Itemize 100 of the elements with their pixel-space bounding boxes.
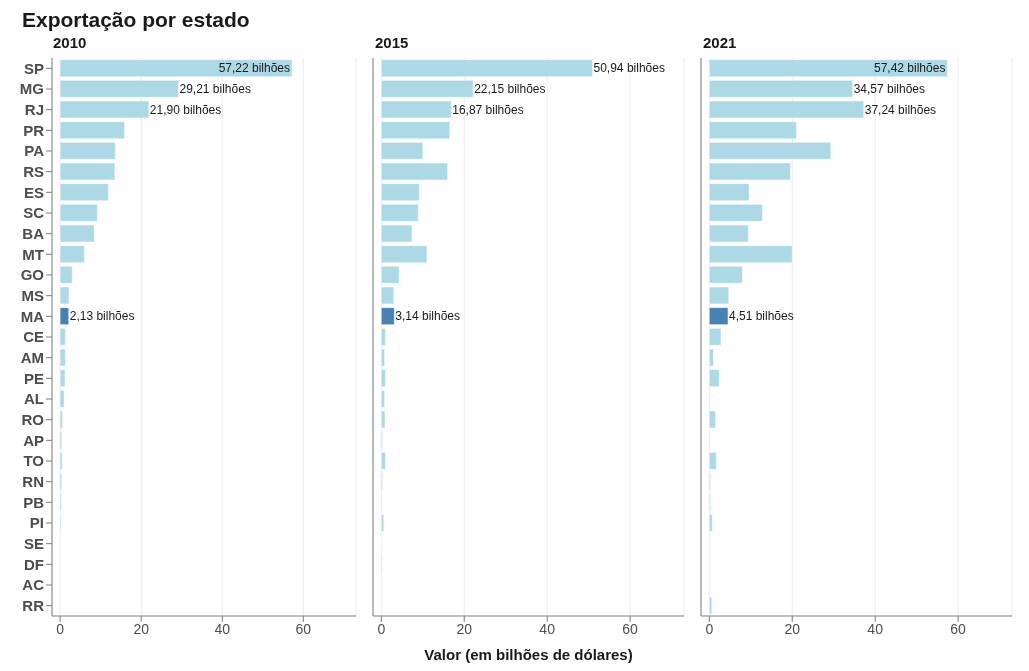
bar [59, 162, 116, 181]
bar [709, 307, 729, 325]
chart-subtitle: 2010 [52, 34, 88, 52]
bar [381, 121, 450, 139]
bar [381, 452, 386, 470]
y-tick-label: ES [23, 183, 44, 201]
bar [381, 348, 385, 367]
bar [381, 328, 386, 346]
y-tick-label: PE [23, 369, 44, 387]
bar [709, 59, 948, 77]
bar [709, 410, 716, 429]
x-tick-label: 40 [867, 620, 884, 637]
bar [709, 328, 722, 346]
y-tick-label: MS [21, 286, 44, 304]
bar [709, 162, 791, 181]
y-tick-label: AL [24, 390, 44, 408]
bar [59, 266, 73, 284]
chart-title: 2015 [374, 34, 410, 52]
y-tick-label: MG [19, 80, 44, 98]
x-tick-label: 0 [56, 620, 65, 637]
x-tick-label: 20 [133, 620, 150, 637]
bar [381, 224, 413, 243]
y-tick-label: PI [29, 514, 44, 532]
bar [59, 328, 66, 346]
bar [709, 514, 713, 532]
bar [59, 121, 125, 139]
y-tick-label: MA [20, 307, 45, 325]
bar [381, 80, 474, 98]
y-tick-label: PR [23, 121, 45, 139]
y-tick-label: GO [20, 266, 45, 284]
bar [709, 183, 750, 201]
bar [709, 369, 720, 387]
bar [59, 183, 109, 201]
y-tick-label: TO [23, 452, 45, 470]
data-label: 34,57 bilhões [853, 82, 926, 97]
bar [59, 307, 69, 325]
bar [381, 100, 452, 119]
bar [709, 204, 763, 222]
bar [59, 245, 85, 263]
bar [709, 266, 743, 284]
data-label: 57,42 bilhões [874, 61, 946, 76]
bar [709, 452, 717, 470]
bar [381, 142, 424, 160]
data-label: 21,90 bilhões [149, 102, 222, 117]
bar [709, 348, 714, 367]
bar [709, 596, 713, 615]
bar [381, 307, 395, 325]
data-label: 2,13 bilhões [69, 309, 135, 324]
bar [59, 390, 65, 408]
x-tick-label: 60 [622, 620, 639, 637]
data-label: 22,15 bilhões [474, 82, 546, 97]
bar [381, 410, 386, 429]
bar [381, 286, 394, 305]
data-label: 37,24 bilhões [864, 102, 937, 117]
chart-title: Exportação por estado [22, 8, 250, 31]
data-label: 29,21 bilhões [179, 82, 251, 97]
y-tick-label: RS [23, 162, 44, 180]
bar [709, 224, 749, 243]
bar [381, 245, 428, 263]
x-tick-label: 40 [214, 620, 231, 637]
bar [709, 142, 832, 160]
y-tick-label: PA [24, 142, 45, 160]
y-tick-label: SC [23, 204, 45, 222]
data-label: 16,87 bilhões [452, 102, 524, 117]
bar [381, 390, 385, 408]
x-tick-label: 0 [377, 620, 386, 637]
bar [381, 162, 448, 181]
bar [709, 121, 797, 139]
bar [59, 100, 150, 119]
data-label: 50,94 bilhões [593, 61, 665, 76]
chart-title: 2021 [702, 34, 738, 52]
bar [59, 224, 95, 243]
data-label: 3,14 bilhões [395, 309, 461, 324]
bar [59, 369, 66, 387]
x-tick-label: 60 [295, 620, 312, 637]
y-tick-label: AP [23, 431, 44, 449]
y-tick-label: AC [22, 576, 45, 594]
data-label: 57,22 bilhões [218, 61, 291, 76]
bar [381, 266, 400, 284]
y-tick-label: AM [20, 348, 44, 366]
bar [59, 59, 293, 77]
bar [381, 183, 420, 201]
x-tick-label: 0 [705, 620, 714, 637]
y-tick-label: MT [22, 245, 44, 263]
bar [59, 348, 66, 367]
y-tick-label: SP [23, 59, 44, 77]
bar [709, 80, 853, 98]
data-label: 4,51 bilhões [728, 309, 794, 324]
bar [59, 410, 63, 429]
y-tick-label: RN [22, 472, 44, 490]
x-axis-title: Valor (em bilhões de dólares) [424, 646, 633, 663]
y-tick-label: RJ [24, 100, 44, 118]
x-tick-label: 60 [950, 620, 967, 637]
bar [709, 100, 864, 119]
bar [381, 369, 386, 387]
y-tick-label: PB [23, 493, 45, 511]
bar [59, 80, 179, 98]
y-tick-label: BA [22, 224, 45, 242]
bar [59, 452, 63, 470]
bar [381, 204, 419, 222]
